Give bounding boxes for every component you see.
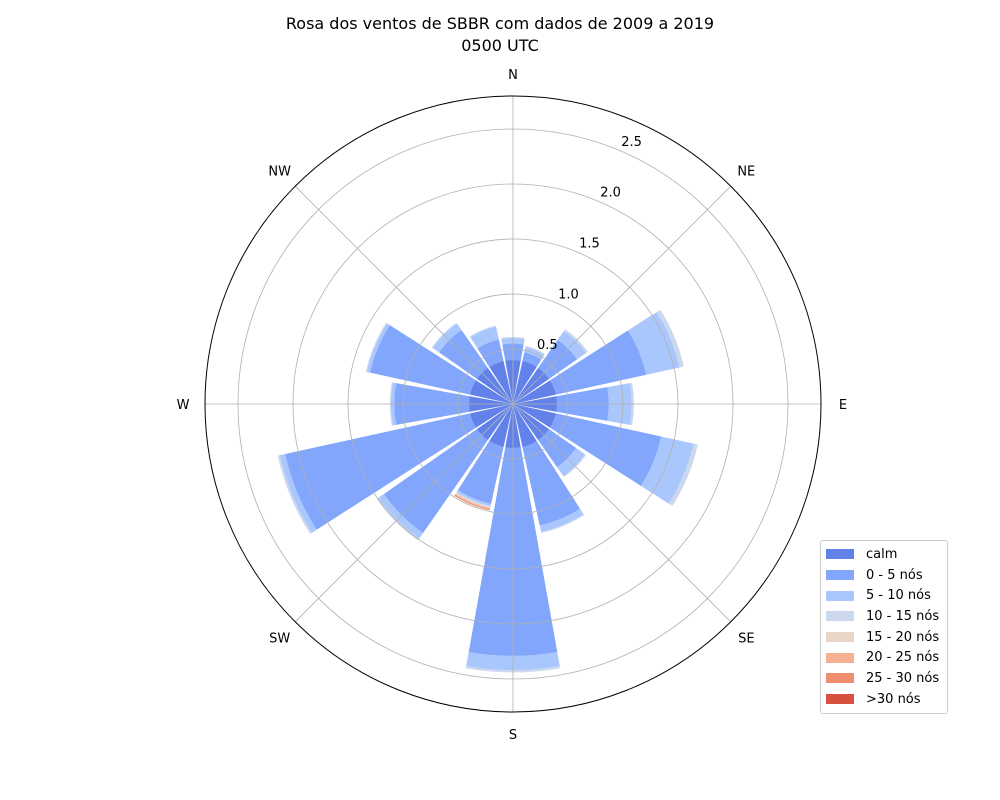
compass-label-se: SE [738,631,754,646]
bar-sse-0 [513,404,537,447]
bar-ssw-2 [456,490,492,507]
bar-wsw-3 [277,455,312,534]
radial-tick-labels: 0.5 1.0 1.5 2.0 2.5 [537,135,642,353]
legend-swatch [826,632,854,643]
legend-label: 20 - 25 nós [866,650,940,666]
bar-nne-3 [525,345,546,355]
legend-swatch [826,590,854,601]
polar-frame [204,95,822,713]
bar-sse-2 [539,508,584,532]
legend-swatch [826,549,854,560]
legend-swatch [826,611,854,622]
bar-ssw-3 [456,492,491,508]
bar-nw-3 [431,322,458,349]
bar-sse-1 [522,441,581,526]
legend-swatch [826,694,854,705]
compass-label-e: E [839,398,847,413]
legend-label: 0 - 5 nós [866,567,923,583]
bar-wsw-1 [285,413,476,530]
legend-item: 20 - 25 nós [821,647,947,668]
bar-ene-0 [513,380,556,404]
bar-ese-2 [640,436,694,504]
legend-item: 25 - 30 nós [821,668,947,689]
bar-ssw-0 [489,404,513,447]
bar-wnw-2 [366,323,390,373]
bar-sw-3 [376,497,420,541]
legend-item: calm [821,544,947,565]
bar-ese-1 [550,413,662,486]
legend: calm 0 - 5 nós 5 - 10 nós 10 - 15 nós 15 - 2… [820,540,948,714]
compass-label-nw: NW [268,165,291,180]
bar-wnw-1 [370,325,476,395]
compass-label-ne: NE [737,165,755,180]
compass-labels: N NE E SE S SW W NW [177,68,848,743]
legend-label: 5 - 10 nós [866,588,931,604]
polar-grid [205,96,821,712]
legend-item: 5 - 10 nós [821,585,947,606]
radial-tick-label: 1.0 [558,287,579,302]
legend-swatch [826,570,854,581]
bar-w-3 [389,382,393,426]
bar-ssw-4 [455,492,491,509]
radial-tick-label: 1.5 [579,237,600,252]
grid-spoke-8 [294,185,514,405]
legend-label: 15 - 20 nós [866,629,940,645]
bar-se-3 [563,454,587,478]
bar-ene-2 [627,312,680,375]
legend-swatch [826,652,854,663]
legend-item: 0 - 5 nós [821,565,947,586]
radial-tick-label: 0.5 [537,338,558,353]
legend-label: 10 - 15 nós [866,608,940,624]
compass-label-sw: SW [269,631,290,646]
bar-sse-3 [541,514,585,533]
bar-nnw-1 [477,339,504,367]
chart-title: Rosa dos ventos de SBBR com dados de 200… [285,14,715,33]
chart-subtitle: 0500 UTC [461,36,539,55]
bar-ene-3 [656,309,684,368]
radial-tick-label: 2.0 [600,186,621,201]
bar-wnw-0 [470,380,513,404]
bar-ene-1 [550,330,647,395]
grid-spoke-6 [294,403,514,623]
compass-label-w: W [177,398,190,413]
bar-wsw-2 [279,453,317,533]
compass-label-s: S [509,728,517,743]
bar-nnw-2 [470,326,499,349]
bar-nnw-0 [489,361,513,404]
bar-s-3 [465,666,561,673]
legend-label: 25 - 30 nós [866,670,940,686]
compass-label-n: N [508,68,518,83]
grid-spoke-2 [512,185,732,405]
chart-title-block: Rosa dos ventos de SBBR com dados de 200… [0,13,1000,57]
bar-ese-3 [668,443,698,506]
grid-spoke-4 [512,403,732,623]
bar-ssw-1 [457,441,504,504]
bar-ssw-5 [454,493,491,510]
bar-ssw-6 [454,494,490,511]
legend-item: >30 nós [821,689,947,710]
legend-item: 10 - 15 nós [821,606,947,627]
bar-wsw-0 [470,404,513,428]
legend-label: >30 nós [866,691,921,707]
legend-label: calm [866,546,898,562]
bar-ne-3 [563,329,588,354]
bar-ese-0 [513,404,556,428]
bar-nnw-3 [469,325,497,338]
radial-tick-label: 2.5 [621,135,642,150]
bar-nne-0 [513,361,537,404]
bar-nne-1 [522,352,542,367]
bar-wnw-3 [365,322,387,372]
legend-item: 15 - 20 nós [821,627,947,648]
legend-swatch [826,673,854,684]
